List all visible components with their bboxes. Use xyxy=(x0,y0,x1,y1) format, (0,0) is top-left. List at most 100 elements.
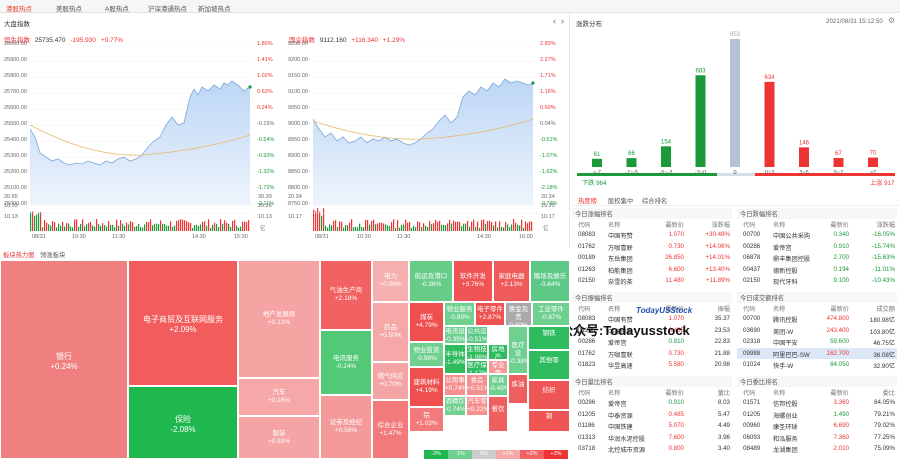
table-row[interactable]: 08083 中国有赞 1.070 35.37 xyxy=(572,313,732,325)
heatmap-cell[interactable]: 家庭电器 +2.13% xyxy=(493,260,530,302)
table-row[interactable]: 03690 美团-W 243.400 103.80亿 xyxy=(737,325,897,337)
table-row[interactable]: 00437 德新控股 0.194 -11.01% xyxy=(737,264,897,276)
volume-bar xyxy=(447,223,449,231)
table-row[interactable]: 01762 万咖壹联 0.730 21.88 xyxy=(572,348,732,360)
volume-bar xyxy=(397,220,399,231)
heatmap-cell[interactable]: 综合企业 +1.47% xyxy=(372,400,409,459)
heatmap-cell[interactable]: 铜 xyxy=(528,410,570,432)
heatmap-cell[interactable]: 电力 +0.06% xyxy=(372,260,409,302)
table-row[interactable]: 01024 快手-W 84.050 32.90亿 xyxy=(737,359,897,371)
heatmap-cell[interactable]: 炼油 xyxy=(508,374,528,404)
table-row[interactable]: 09988 阿里巴巴-SW 162.700 36.08亿 xyxy=(737,347,897,359)
table-row[interactable]: 08489 龙湖集团 2.010 75.09% xyxy=(737,443,897,455)
table-row[interactable]: 01205 海螺创业 1.490 79.21% xyxy=(737,409,897,421)
heatmap-cell[interactable]: 物业投资 -0.98% xyxy=(409,342,444,367)
heatmap-cell[interactable]: 药品 +0.50% xyxy=(372,302,409,362)
heatmap-cell[interactable]: 保险 -2.08% xyxy=(128,386,238,459)
tab-sg-hot[interactable]: 新加坡热点 xyxy=(198,6,231,13)
table-row[interactable]: 02318 中国平安 59.600 46.75亿 xyxy=(737,336,897,348)
chevron-left-icon[interactable]: ‹ xyxy=(553,16,556,26)
distribution-value-label: 634 xyxy=(764,75,775,81)
heatmap-cell[interactable]: 银行 +0.24% xyxy=(0,260,128,459)
table-row[interactable]: 01186 中国铁建 5.070 4.49 xyxy=(572,420,732,432)
heatmap-cell-name: 电子商贸及互联网服务 xyxy=(143,315,223,324)
table-row[interactable]: 01762 万咖壹联 0.730 +14.06% xyxy=(572,241,732,253)
heatmap-cell[interactable]: 证券及经纪 +0.56% xyxy=(320,395,372,459)
heatmap-cell[interactable]: 煤炭 +4.79% xyxy=(409,302,444,342)
heatmap-cell[interactable]: 餐饮 xyxy=(488,396,508,432)
distribution-title: 涨跌分布 xyxy=(576,21,602,28)
table-row[interactable]: 00960 康圣环球 6.690 79.02% xyxy=(737,420,897,432)
heatmap-cell[interactable]: 电子零件 +2.87% xyxy=(475,302,505,326)
heatmap-cell[interactable]: 食品 +0.51% xyxy=(466,374,488,396)
heatmap-cell[interactable]: 汽车零 +0.22% xyxy=(466,396,488,416)
heatmap-cell[interactable]: 钢铁 xyxy=(528,326,570,350)
gear-icon[interactable]: ⚙ xyxy=(888,16,896,25)
heatmap-cell[interactable]: 汽车 +0.16% xyxy=(238,378,320,416)
heatmap-cell[interactable]: 地产发展商 +0.13% xyxy=(238,260,320,378)
table-row[interactable]: 06093 和泓服务 7.360 77.25% xyxy=(737,432,897,444)
heatmap-cell[interactable]: 电子商贸及互联网服务 +2.09% xyxy=(128,260,238,386)
volume-bar xyxy=(377,223,379,231)
heatmap-cell-pct: +0.74% xyxy=(445,385,466,393)
heatmap-cell[interactable]: 专业零+0.35% xyxy=(488,360,508,374)
cell: 01762 xyxy=(578,242,596,250)
heatmap-cell[interactable]: 物业服务 -0.99% xyxy=(444,302,475,326)
heatmap-cell-name: 钢铁 xyxy=(542,330,556,337)
table-row[interactable]: 00286 爱帝宫 0.910 22.83 xyxy=(572,336,732,348)
heatmap-cell[interactable]: 公共运 -0.51% xyxy=(466,326,488,344)
heatmap-cell[interactable]: 燃气供应 +0.70% xyxy=(372,362,409,400)
heatmap-cell[interactable]: 医疗保 -1.17% xyxy=(466,360,488,374)
heatmap-cell[interactable]: 工业零件 -0.87% xyxy=(532,302,570,326)
table-row[interactable]: 01205 中泰资源 0.485 23.53 xyxy=(572,325,732,337)
tab-a-hot[interactable]: A股热点 xyxy=(105,6,129,13)
heatmap-cell[interactable]: 服装 +0.93% xyxy=(238,416,320,459)
tab-composite-rank[interactable]: 综合排名 xyxy=(642,198,668,205)
table-row[interactable]: 00189 东岳集团 26.850 +14.01% xyxy=(572,252,732,264)
axis-tick-label: 1.80% xyxy=(257,41,273,47)
tab-equity-concentration[interactable]: 股权集中 xyxy=(608,198,634,205)
heatmap-cell[interactable]: 黄金及贵 0.00% xyxy=(505,302,532,326)
volume-bar xyxy=(138,223,140,231)
heatmap-cell[interactable]: 气油生产商 +2.18% xyxy=(320,260,372,330)
table-row[interactable]: 03718 北控城市资源 0.800 3.40 xyxy=(572,443,732,455)
table-row[interactable]: 00700 中国公共采购 0.340 -16.05% xyxy=(737,229,897,241)
heatmap-cell[interactable]: 房地产-0.47% xyxy=(488,344,508,360)
tab-hk-hot[interactable]: 港股热点 xyxy=(6,6,32,13)
tab-leading-sectors[interactable]: 领涨板块 xyxy=(40,252,66,259)
table-row[interactable]: 01263 柏能集团 6.600 +13.40% xyxy=(572,264,732,276)
tab-us-hot[interactable]: 美股热点 xyxy=(56,6,82,13)
heatmap-cell[interactable]: 公用事 +0.74% xyxy=(444,374,466,396)
table-row[interactable]: 06878 鼎丰集团控股 2.700 -15.63% xyxy=(737,252,897,264)
heatmap-cell[interactable]: 电讯设 -0.35% xyxy=(444,326,466,344)
chevron-right-icon[interactable]: › xyxy=(561,16,564,26)
heatmap-cell[interactable]: 半导体 -1.49% xyxy=(444,344,466,374)
table-row[interactable]: 01823 华昱高速 5.580 20.98 xyxy=(572,359,732,371)
heatmap-cell[interactable]: 航运及港口 -0.36% xyxy=(409,260,453,302)
cell: +11.89% xyxy=(705,277,730,284)
heatmap-cell[interactable]: 电讯服务 -0.24% xyxy=(320,330,372,395)
heatmap-cell[interactable]: 家具 -0.49% xyxy=(488,374,508,396)
table-row[interactable]: 08083 中国有赞 1.070 +30.49% xyxy=(572,229,732,241)
heatmap-cell[interactable]: 医疗设 -0.38% xyxy=(508,326,528,374)
table-row[interactable]: 01313 华润水泥控股 7.600 3.96 xyxy=(572,432,732,444)
heatmap-cell[interactable]: 纺织 xyxy=(528,380,570,410)
cell: 华昱高速 xyxy=(608,363,633,370)
heatmap-cell[interactable]: 建筑材料 +4.19% xyxy=(409,367,444,407)
table-row[interactable]: 00700 腾讯控股 474.800 180.98亿 xyxy=(737,313,897,325)
table-row[interactable]: 02150 奈雪的茶 11.480 +11.89% xyxy=(572,275,732,287)
table-row[interactable]: 01205 中泰资源 0.485 5.47 xyxy=(572,409,732,421)
tab-heatmap[interactable]: 板块热力图 xyxy=(3,252,35,259)
heatmap-cell[interactable]: 酒精饮 -0.74% xyxy=(444,396,466,416)
tab-connect-hot[interactable]: 沪深港通热点 xyxy=(148,6,187,13)
table-row[interactable]: 00286 爱帝宫 0.910 -15.74% xyxy=(737,241,897,253)
table-row[interactable]: 00286 爱帝宫 0.910 8.03 xyxy=(572,397,732,409)
heatmap-cell[interactable]: 其他零 xyxy=(528,350,570,380)
table-row[interactable]: 01571 信邦控股 3.360 84.05% xyxy=(737,397,897,409)
heatmap-cell[interactable]: 铝 +1.03% xyxy=(409,407,444,432)
heatmap-cell[interactable]: 生物技 -1.06% xyxy=(466,344,488,360)
heatmap-cell[interactable]: 赌场及娱乐 -0.64% xyxy=(530,260,570,302)
heatmap-cell[interactable]: 软件开发 +3.76% xyxy=(453,260,493,302)
tab-hot-rank[interactable]: 热度榜 xyxy=(578,198,597,205)
table-row[interactable]: 02150 现代牙科 9.100 -10.43% xyxy=(737,275,897,287)
